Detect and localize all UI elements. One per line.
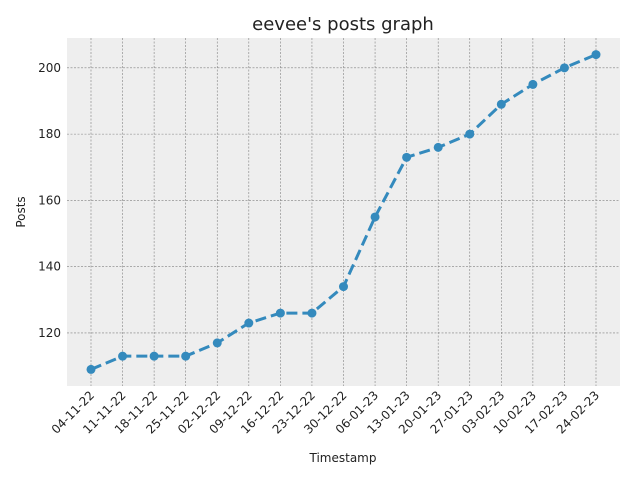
y-tick-label: 200 — [38, 61, 61, 75]
data-point — [433, 142, 443, 152]
chart-title: eevee's posts graph — [252, 14, 434, 35]
y-axis-ticks: 120 140 160 180 200 — [38, 61, 61, 340]
x-axis-ticks: 04-11-2211-11-2218-11-2225-11-2202-12-22… — [49, 388, 602, 436]
data-point — [402, 152, 412, 162]
y-tick-label: 140 — [38, 260, 61, 274]
data-point — [528, 79, 538, 89]
data-point — [275, 308, 285, 318]
grid-lines — [67, 38, 620, 386]
data-point — [591, 50, 601, 60]
data-point — [339, 282, 348, 292]
y-tick-label: 120 — [38, 326, 61, 340]
data-point — [465, 129, 475, 139]
data-point — [118, 351, 128, 361]
data-point — [370, 212, 380, 222]
x-axis-label: Timestamp — [309, 451, 377, 465]
data-point — [212, 338, 222, 348]
y-tick-label: 160 — [38, 193, 61, 207]
data-point — [86, 364, 96, 374]
y-tick-label: 180 — [38, 127, 61, 141]
data-points — [86, 50, 601, 374]
data-point — [496, 99, 506, 109]
data-point — [307, 308, 317, 318]
y-axis-label: Posts — [14, 196, 28, 227]
data-point — [149, 351, 159, 361]
data-point — [244, 318, 254, 328]
data-point — [559, 63, 569, 73]
data-point — [181, 351, 191, 361]
